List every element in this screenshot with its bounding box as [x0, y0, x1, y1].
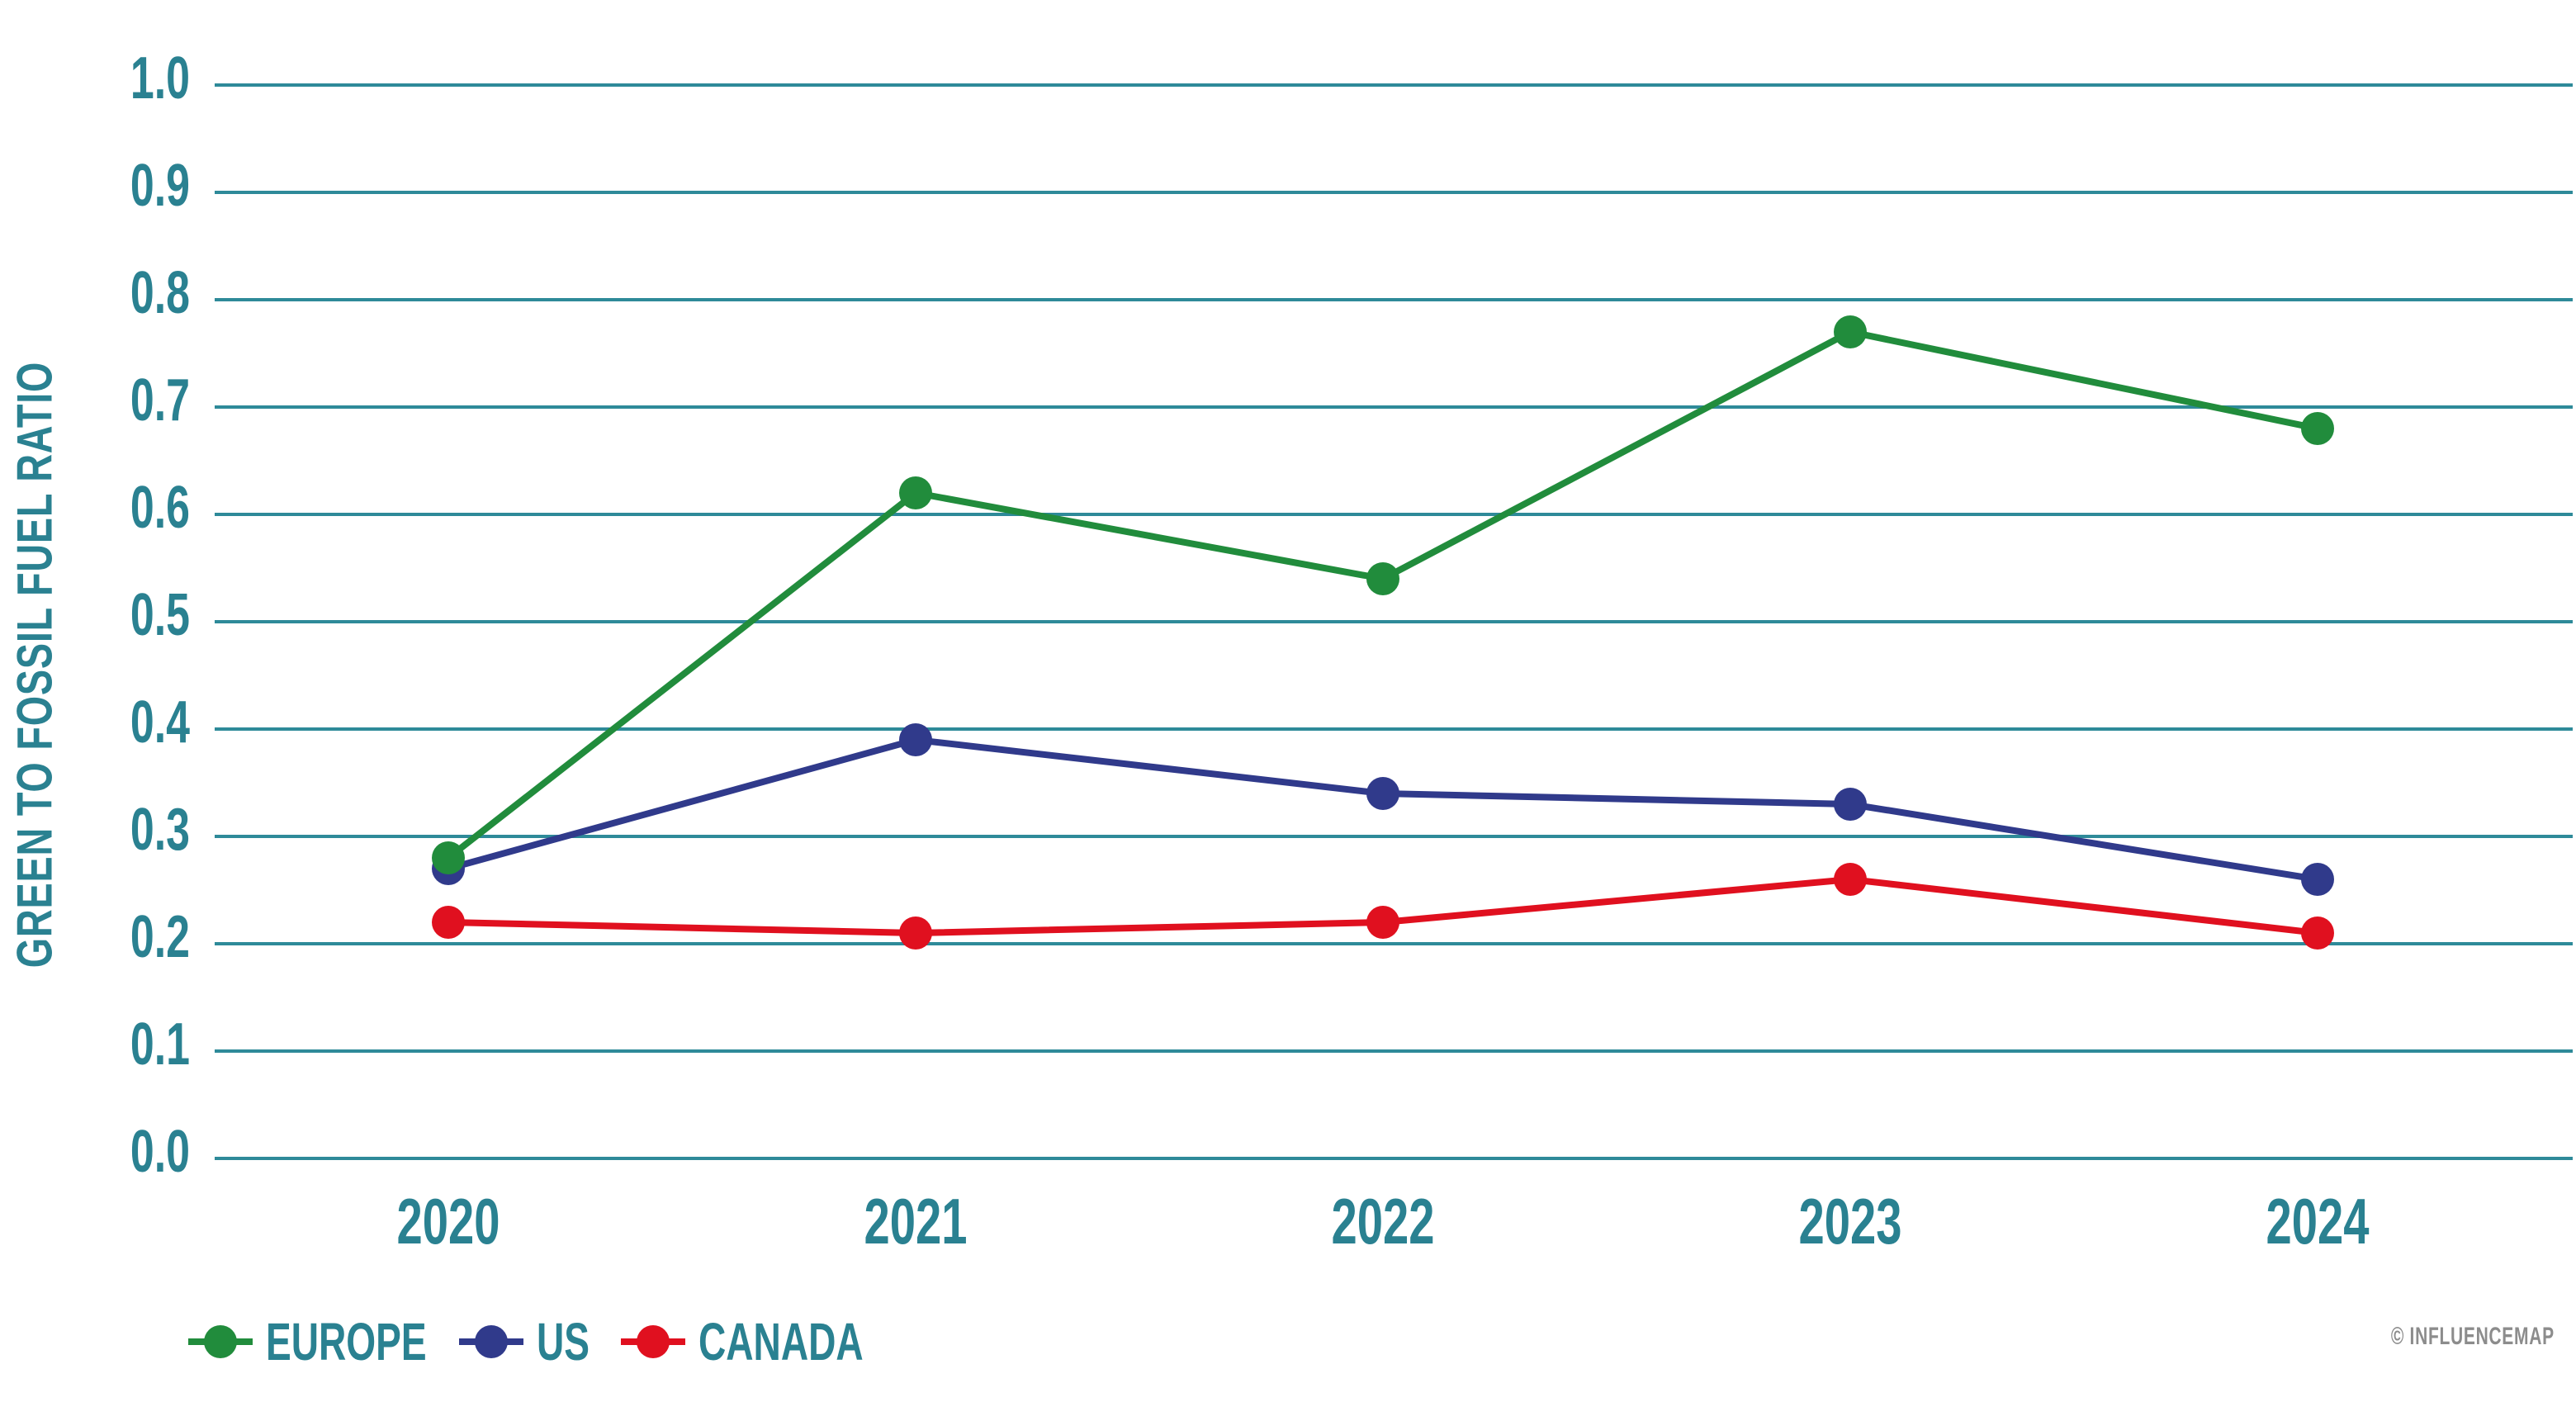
- data-point-canada-2021: [899, 917, 932, 950]
- y-axis-tick-label: 1.0: [130, 45, 190, 111]
- data-point-canada-2022: [1366, 906, 1399, 939]
- chart-legend: EUROPE US CANADA: [188, 1311, 864, 1372]
- y-axis-tick-label: 0.7: [130, 367, 190, 433]
- y-axis-tick-label: 0.8: [130, 260, 190, 326]
- y-axis-tick-label: 0.5: [130, 582, 190, 648]
- x-axis-label-2023: 2023: [1798, 1185, 1902, 1258]
- data-point-europe-2021: [899, 476, 932, 509]
- x-axis-label-2024: 2024: [2266, 1185, 2370, 1258]
- legend-label: CANADA: [698, 1312, 864, 1371]
- data-point-canada-2023: [1834, 863, 1867, 896]
- series-marker-canada-icon: [621, 1325, 685, 1358]
- legend-item-canada: CANADA: [621, 1311, 864, 1372]
- data-point-europe-2023: [1834, 315, 1867, 348]
- x-axis-label-2020: 2020: [396, 1185, 500, 1258]
- y-axis-tick-label: 0.1: [130, 1011, 190, 1078]
- data-point-europe-2024: [2301, 412, 2334, 445]
- series-marker-europe-icon: [188, 1325, 253, 1358]
- y-axis-title: GREEN TO FOSSIL FUEL RATIO: [7, 361, 63, 969]
- data-point-canada-2024: [2301, 917, 2334, 950]
- legend-item-us: US: [459, 1311, 590, 1372]
- data-point-us-2022: [1366, 777, 1399, 810]
- y-axis-tick-label: 0.6: [130, 475, 190, 541]
- y-axis-tick-label: 0.4: [130, 689, 190, 755]
- influencemap-watermark: © INFLUENCEMAP: [2391, 1323, 2555, 1350]
- legend-label: EUROPE: [266, 1312, 427, 1371]
- y-axis-tick-label: 0.0: [130, 1119, 190, 1185]
- series-marker-us-icon: [459, 1325, 523, 1358]
- data-point-europe-2020: [432, 841, 465, 874]
- data-point-us-2024: [2301, 863, 2334, 896]
- y-axis-tick-label: 0.2: [130, 904, 190, 970]
- data-point-canada-2020: [432, 906, 465, 939]
- x-axis-label-2022: 2022: [1331, 1185, 1435, 1258]
- data-point-us-2023: [1834, 788, 1867, 821]
- y-axis-tick-label: 0.9: [130, 153, 190, 219]
- data-point-us-2021: [899, 723, 932, 756]
- y-axis-tick-label: 0.3: [130, 797, 190, 863]
- legend-item-europe: EUROPE: [188, 1311, 428, 1372]
- x-axis-label-2021: 2021: [864, 1185, 968, 1258]
- legend-label: US: [537, 1312, 590, 1371]
- data-point-europe-2022: [1366, 562, 1399, 595]
